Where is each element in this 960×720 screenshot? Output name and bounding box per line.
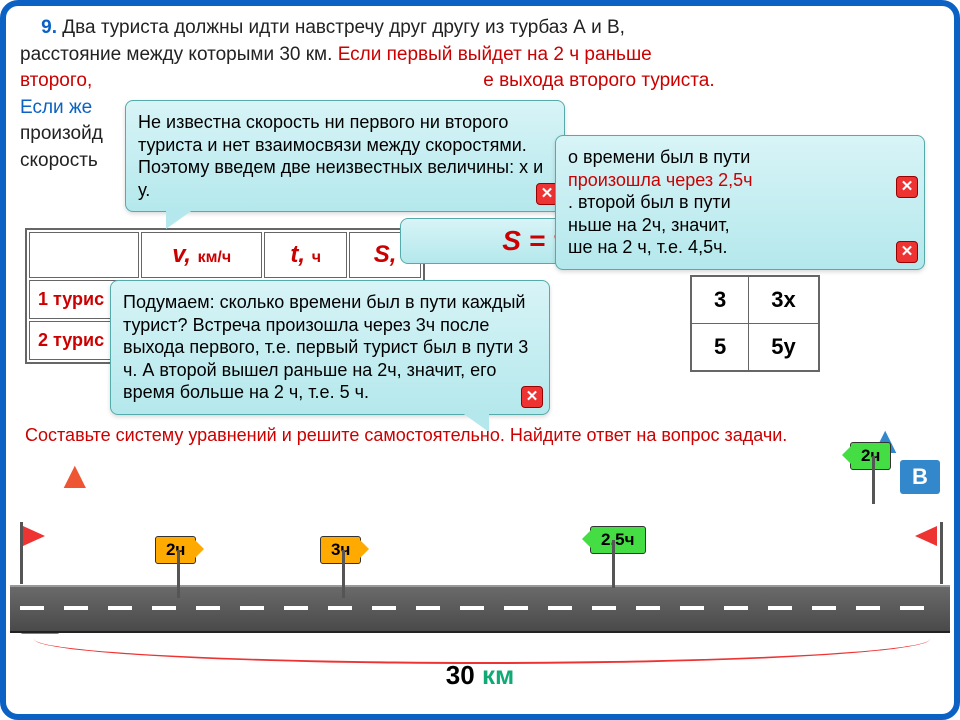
table-h-t: t, (290, 241, 311, 268)
arrow-up-icon: ▲ (56, 455, 94, 498)
callout-2-l2: произошла через 2,5ч (568, 170, 753, 190)
callout-3-text: Подумаем: сколько времени был в пути каж… (123, 292, 528, 402)
sign-label: 2ч (861, 446, 880, 465)
sign-3h: 3ч (320, 536, 361, 564)
problem-number: 9. (41, 17, 57, 38)
road-dashes (20, 606, 940, 610)
callout-1-text: Не известна скорость ни первого ни второ… (138, 112, 543, 200)
sign-2h-a: 2ч (155, 536, 196, 564)
callout-tail-icon (166, 209, 194, 229)
problem-l4a: Если же (20, 97, 92, 118)
callout-2-l1: о времени был в пути (568, 147, 750, 167)
distance-number: 30 (446, 660, 482, 690)
rtable-r2c1: 5 (691, 324, 749, 372)
problem-l6a: скорость (20, 150, 98, 171)
instruction-text: Составьте систему уравнений и решите сам… (25, 425, 787, 446)
problem-l3a: второго, (20, 70, 98, 91)
rtable-r2c2: 5y (749, 324, 819, 372)
problem-l5a: произойд (20, 123, 103, 144)
callout-2-l3: . второй был в пути (568, 192, 731, 212)
point-b-label: В (900, 460, 940, 494)
table-h-v-unit: км/ч (198, 249, 232, 266)
distance-unit: км (482, 660, 514, 690)
table-h-v: v, (172, 241, 197, 268)
sign-label: 2,5ч (601, 530, 635, 549)
close-icon[interactable]: ✕ (896, 176, 918, 198)
callout-1: Не известна скорость ни первого ни второ… (125, 100, 565, 212)
sign-label: 3ч (331, 540, 350, 559)
rtable-r1c1: 3 (691, 276, 749, 324)
problem-l2a: расстояние между которыми 30 км. (20, 44, 338, 65)
sign-label: 2ч (166, 540, 185, 559)
sign-25h: 2,5ч (590, 526, 646, 554)
distance-label: 30 км (0, 660, 960, 691)
table-h-t-unit: ч (312, 249, 321, 266)
problem-l3t: е выхода второго туриста. (483, 70, 714, 91)
problem-l1: Два туриста должны идти навстречу друг д… (62, 17, 625, 38)
road-diagram: ▲ ▲ А В 2ч 3ч 2,5ч 2ч 30 км (0, 560, 960, 670)
problem-l2b: Если первый выйдет на 2 ч раньше (338, 44, 652, 65)
sign-2h-b: 2ч (850, 442, 891, 470)
callout-3: Подумаем: сколько времени был в пути каж… (110, 280, 550, 415)
close-icon[interactable]: ✕ (521, 386, 543, 408)
rtable-r1c2: 3x (749, 276, 819, 324)
result-table: 33x 55y (690, 275, 820, 372)
callout-2: о времени был в пути произошла через 2,5… (555, 135, 925, 270)
callout-2-l4: ньше на 2ч, значит, (568, 215, 730, 235)
close-icon[interactable]: ✕ (896, 241, 918, 263)
callout-2-l5: ше на 2 ч, т.е. 4,5ч. (568, 237, 727, 257)
